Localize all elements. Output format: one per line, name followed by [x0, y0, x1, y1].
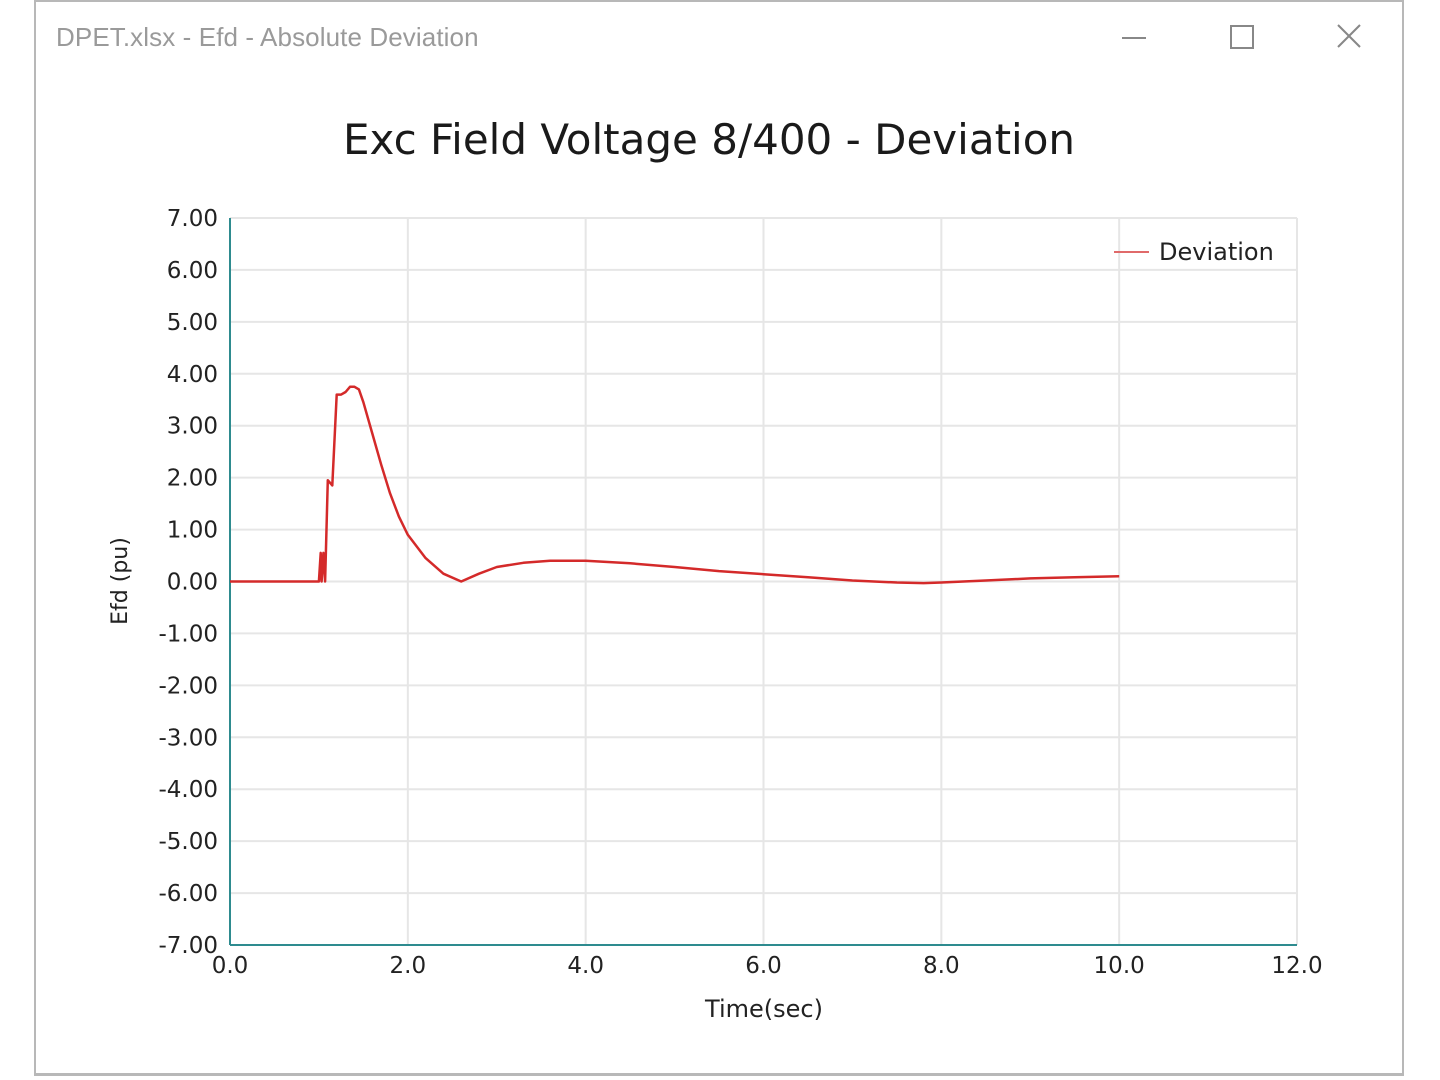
- x-tick-label: 6.0: [745, 953, 782, 979]
- y-tick-label: 2.00: [167, 466, 218, 492]
- y-tick-label: 4.00: [167, 362, 218, 388]
- y-tick-label: 0.00: [167, 570, 218, 596]
- x-tick-label: 10.0: [1094, 953, 1145, 979]
- x-tick-label: 12.0: [1271, 953, 1322, 979]
- window-title: DPET.xlsx - Efd - Absolute Deviation: [56, 22, 479, 52]
- close-button[interactable]: [1320, 16, 1380, 60]
- y-tick-label: -4.00: [158, 777, 218, 803]
- y-tick-label: -3.00: [158, 725, 218, 751]
- y-tick-label: 6.00: [167, 258, 218, 284]
- y-tick-label: 5.00: [167, 310, 218, 336]
- chart-window: DPET.xlsx - Efd - Absolute Deviation: [34, 0, 1404, 1076]
- close-icon: [1337, 24, 1361, 48]
- y-tick-label: -7.00: [158, 933, 218, 959]
- x-tick-label: 0.0: [212, 953, 249, 979]
- maximize-button[interactable]: [1212, 16, 1272, 60]
- y-tick-label: 7.00: [167, 206, 218, 232]
- y-tick-label: 1.00: [167, 518, 218, 544]
- x-tick-label: 4.0: [567, 953, 604, 979]
- maximize-icon: [1230, 25, 1254, 49]
- minimize-button[interactable]: [1104, 16, 1164, 60]
- x-tick-label: 2.0: [390, 953, 427, 979]
- y-tick-label: 3.00: [167, 414, 218, 440]
- legend[interactable]: Deviation: [1114, 238, 1274, 266]
- y-tick-label: -5.00: [158, 829, 218, 855]
- x-axis-label: Time(sec): [704, 995, 823, 1023]
- grid-lines: [230, 217, 1298, 945]
- y-tick-label: -1.00: [158, 621, 218, 647]
- x-axis-ticks: 0.0 2.0 4.0 6.0 8.0 10.0 12.0: [212, 953, 1323, 979]
- y-tick-label: -6.00: [158, 881, 218, 907]
- minimize-icon: [1122, 37, 1146, 39]
- x-tick-label: 8.0: [923, 953, 960, 979]
- y-axis-ticks: 7.00 6.00 5.00 4.00 3.00 2.00 1.00 0.00 -1.00 -2.…: [158, 206, 218, 959]
- y-axis-label: Efd (pu): [108, 537, 133, 625]
- y-tick-label: -2.00: [158, 673, 218, 699]
- legend-label-deviation: Deviation: [1159, 238, 1274, 266]
- title-bar[interactable]: DPET.xlsx - Efd - Absolute Deviation: [36, 2, 1402, 76]
- series-line-deviation[interactable]: [230, 385, 1120, 585]
- chart-title: Exc Field Voltage 8/400 - Deviation: [343, 115, 1075, 164]
